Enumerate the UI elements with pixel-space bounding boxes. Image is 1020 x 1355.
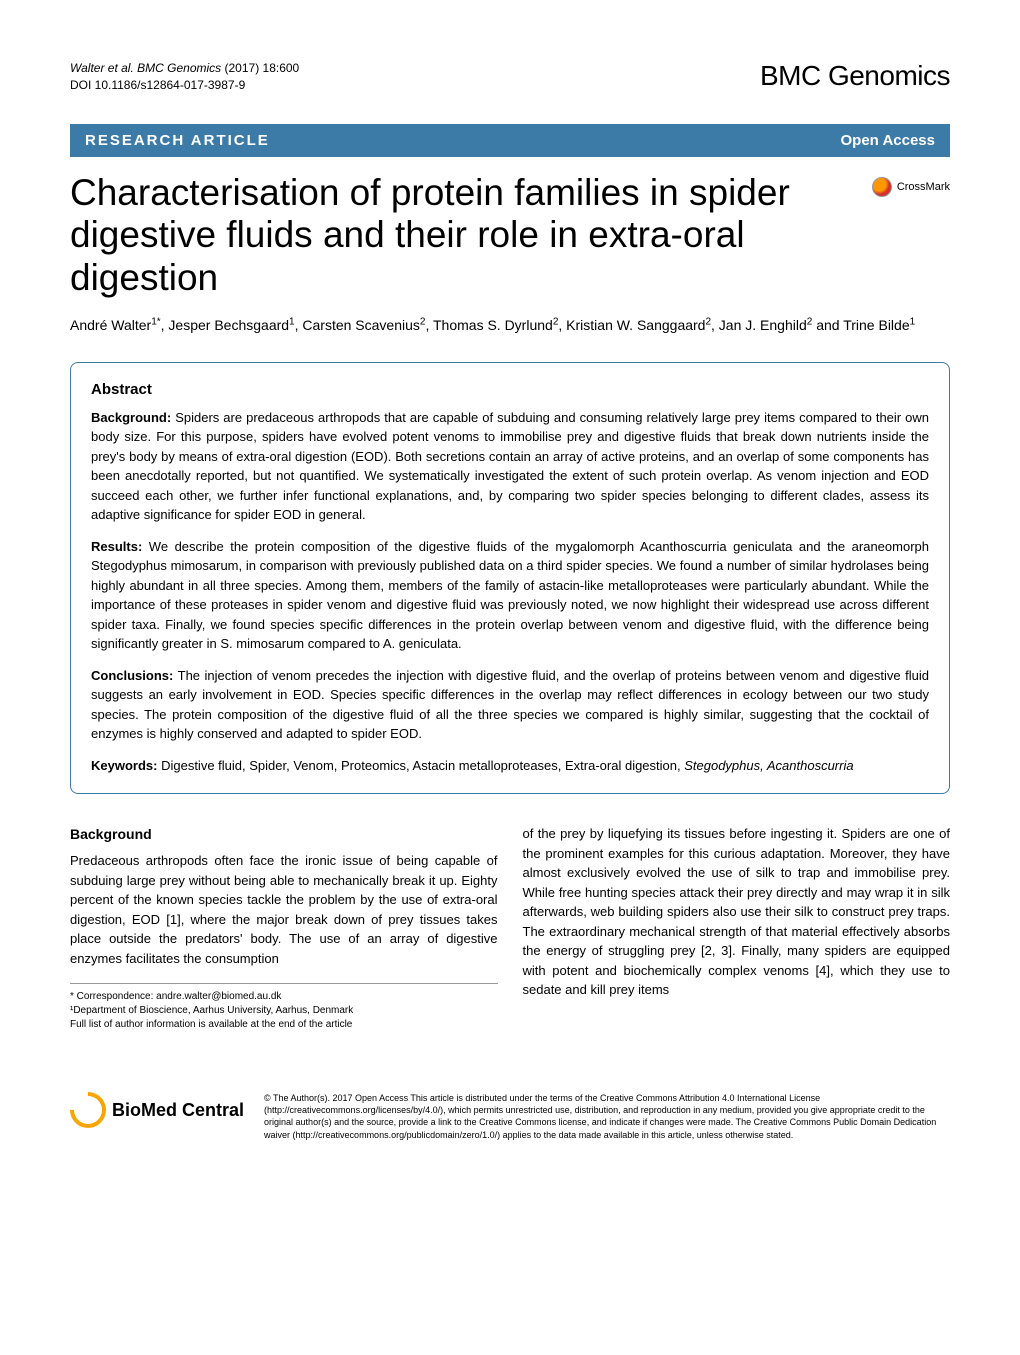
correspondence-note: Full list of author information is avail… <box>70 1018 498 1032</box>
bmc-bold: BioMed <box>112 1100 177 1120</box>
correspondence-block: * Correspondence: andre.walter@biomed.au… <box>70 983 498 1032</box>
conclusions-label: Conclusions: <box>91 668 173 683</box>
abstract-conclusions: Conclusions: The injection of venom prec… <box>91 666 929 744</box>
abstract-box: Abstract Background: Spiders are predace… <box>70 362 950 795</box>
column-left: Background Predaceous arthropods often f… <box>70 824 498 1032</box>
column-right: of the prey by liquefying its tissues be… <box>523 824 951 1032</box>
authors-list: André Walter1*, Jesper Bechsgaard1, Cars… <box>70 314 950 336</box>
biomed-central-logo: BioMed Central <box>70 1092 244 1128</box>
citation-block: Walter et al. BMC Genomics (2017) 18:600… <box>70 60 299 94</box>
abstract-heading: Abstract <box>91 381 929 398</box>
footer-bar: BioMed Central © The Author(s). 2017 Ope… <box>0 1072 1020 1171</box>
background-text: Spiders are predaceous arthropods that a… <box>91 410 929 523</box>
abstract-background: Background: Spiders are predaceous arthr… <box>91 408 929 525</box>
article-type-label: RESEARCH ARTICLE <box>85 132 270 149</box>
crossmark-badge[interactable]: CrossMark <box>872 177 950 197</box>
background-heading: Background <box>70 824 498 845</box>
background-label: Background: <box>91 410 171 425</box>
body-columns: Background Predaceous arthropods often f… <box>70 824 950 1032</box>
bmc-rest: Central <box>177 1100 244 1120</box>
doi-line: DOI 10.1186/s12864-017-3987-9 <box>70 77 299 94</box>
conclusions-text: The injection of venom precedes the inje… <box>91 668 929 742</box>
column-right-text: of the prey by liquefying its tissues be… <box>523 824 951 1000</box>
article-title: Characterisation of protein families in … <box>70 172 872 300</box>
title-row: Characterisation of protein families in … <box>70 172 950 315</box>
crossmark-icon <box>872 177 892 197</box>
header-top: Walter et al. BMC Genomics (2017) 18:600… <box>70 60 950 94</box>
correspondence-email: * Correspondence: andre.walter@biomed.au… <box>70 990 498 1004</box>
keywords-line: Keywords: Digestive fluid, Spider, Venom… <box>91 756 929 776</box>
bmc-circle-icon <box>63 1085 114 1136</box>
keywords-label: Keywords: <box>91 758 157 773</box>
results-label: Results: <box>91 539 142 554</box>
license-text: © The Author(s). 2017 Open Access This a… <box>264 1092 950 1141</box>
keywords-italic: Stegodyphus, Acanthoscurria <box>684 758 853 773</box>
citation-line-1: Walter et al. BMC Genomics (2017) 18:600 <box>70 60 299 77</box>
article-type-bar: RESEARCH ARTICLE Open Access <box>70 124 950 157</box>
column-left-text: Predaceous arthropods often face the iro… <box>70 851 498 968</box>
correspondence-dept: ¹Department of Bioscience, Aarhus Univer… <box>70 1004 498 1018</box>
bmc-text: BioMed Central <box>112 1100 244 1121</box>
results-text: We describe the protein composition of t… <box>91 539 929 652</box>
journal-logo: BMC Genomics <box>760 60 950 92</box>
abstract-results: Results: We describe the protein composi… <box>91 537 929 654</box>
crossmark-label: CrossMark <box>897 181 950 193</box>
citation-authors: Walter et al. BMC Genomics <box>70 61 221 75</box>
open-access-label: Open Access <box>841 132 936 149</box>
citation-year-vol: (2017) 18:600 <box>225 61 300 75</box>
page-container: Walter et al. BMC Genomics (2017) 18:600… <box>0 0 1020 1072</box>
keywords-text: Digestive fluid, Spider, Venom, Proteomi… <box>157 758 684 773</box>
